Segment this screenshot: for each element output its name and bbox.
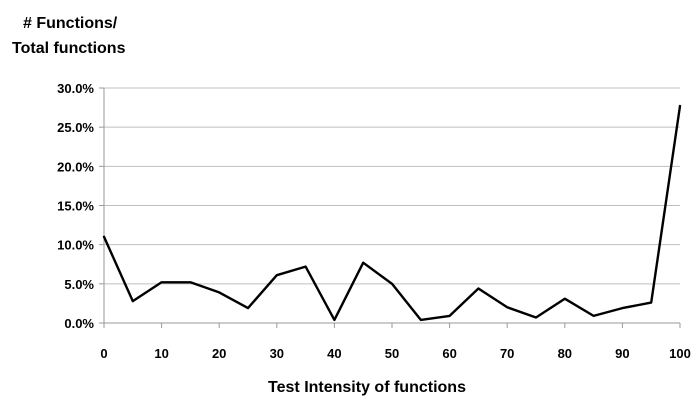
x-tick-label: 30 [270, 346, 284, 361]
series-line [102, 104, 682, 322]
y-axis-label-line-1: # Functions/ [23, 15, 118, 32]
y-axis-ticks: 0.0% 5.0% 10.0% 15.0% 20.0% 25.0% 30.0% [57, 81, 105, 331]
x-tick-label: 60 [442, 346, 456, 361]
x-axis-label: Test Intensity of functions [268, 379, 466, 396]
x-tick-label: 40 [327, 346, 341, 361]
x-axis-ticks: 0 10 20 30 40 50 60 70 80 90 100 [100, 323, 691, 361]
y-tick-label: 5.0% [64, 277, 94, 292]
x-tick-label: 50 [385, 346, 399, 361]
y-tick-label: 10.0% [57, 238, 94, 253]
x-tick-label: 70 [500, 346, 514, 361]
y-tick-label: 30.0% [57, 81, 94, 96]
series-group [102, 104, 682, 322]
gridlines [104, 87, 680, 324]
y-axis-label-line-2: Total functions [12, 40, 126, 57]
y-tick-label: 25.0% [57, 120, 94, 135]
x-tick-label: 10 [154, 346, 168, 361]
x-tick-label: 90 [615, 346, 629, 361]
x-tick-label: 100 [669, 346, 691, 361]
y-tick-label: 0.0% [64, 316, 94, 331]
y-tick-label: 20.0% [57, 159, 94, 174]
x-tick-label: 0 [100, 346, 107, 361]
x-tick-label: 80 [558, 346, 572, 361]
x-tick-label: 20 [212, 346, 226, 361]
y-tick-label: 15.0% [57, 199, 94, 214]
